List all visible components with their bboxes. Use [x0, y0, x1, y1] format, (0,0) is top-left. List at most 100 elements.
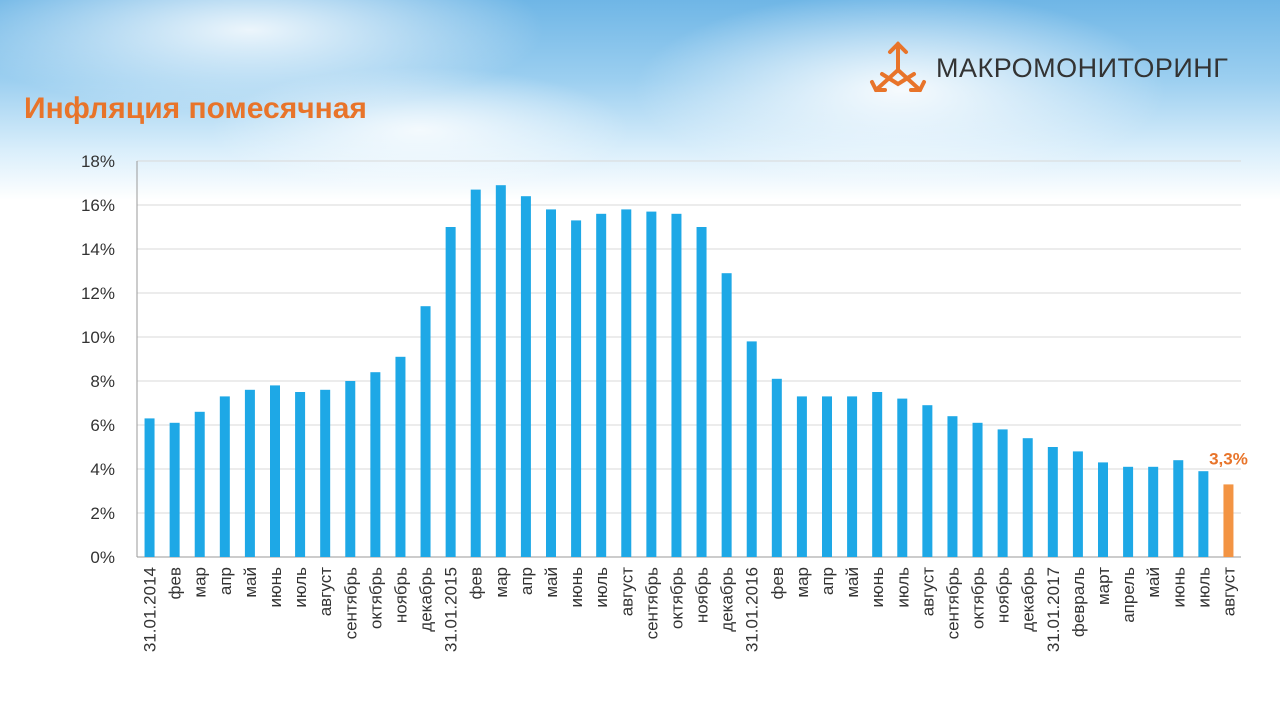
macromonitoring-logo-icon	[870, 41, 926, 92]
x-tick-label: июнь	[567, 567, 586, 608]
bars	[144, 185, 1234, 558]
bar	[345, 381, 356, 557]
x-tick-label: август	[617, 567, 636, 616]
bar	[445, 227, 456, 557]
x-tick-label: октябрь	[667, 567, 686, 629]
y-tick-label: 14%	[81, 240, 115, 259]
bar	[219, 396, 230, 557]
bar	[244, 389, 255, 557]
x-tick-label: май	[542, 567, 561, 598]
x-tick-label: мар	[191, 567, 210, 598]
bar	[621, 209, 632, 557]
x-tick-label: ноябрь	[994, 567, 1013, 623]
x-tick-label: июнь	[1169, 567, 1188, 608]
x-tick-label: апрель	[1119, 567, 1138, 623]
x-tick-label: фев	[467, 567, 486, 599]
x-tick-label: мар	[492, 567, 511, 598]
bar	[947, 416, 958, 557]
brand: МАКРОМОНИТОРИНГ	[868, 40, 1228, 96]
bar	[571, 220, 582, 557]
bar	[972, 422, 983, 557]
bar	[696, 227, 707, 557]
y-tick-label: 10%	[81, 328, 115, 347]
x-tick-label: март	[1094, 567, 1113, 605]
y-tick-label: 0%	[90, 548, 115, 567]
x-tick-label: сентябрь	[642, 567, 661, 640]
x-tick-label: август	[1219, 567, 1238, 616]
bar	[420, 306, 431, 557]
bar	[596, 213, 607, 558]
x-tick-label: декабрь	[718, 567, 737, 632]
bar	[470, 189, 481, 557]
bar	[1123, 466, 1134, 557]
x-tick-label: ноябрь	[391, 567, 410, 623]
x-tick-label: фев	[768, 567, 787, 599]
bar	[771, 378, 782, 557]
bar	[822, 396, 832, 557]
x-tick-label: июнь	[868, 567, 887, 608]
bar	[997, 429, 1008, 557]
x-axis-ticks: 31.01.2014 фев мар апр май июнь июль август сент…	[141, 567, 1239, 652]
data-labels: 3,3%	[1209, 449, 1248, 468]
x-tick-label: октябрь	[969, 567, 988, 629]
bar	[546, 209, 556, 557]
x-tick-label: июль	[291, 567, 310, 608]
x-tick-label: август	[918, 567, 937, 616]
y-tick-label: 2%	[90, 504, 115, 523]
bar	[270, 385, 280, 557]
bar	[520, 196, 531, 557]
x-tick-label: февраль	[1069, 567, 1088, 637]
bar	[194, 411, 205, 557]
x-tick-label: ноябрь	[693, 567, 712, 623]
y-axis-ticks: 0% 2% 4% 6% 8% 10% 12% 14% 16% 18%	[81, 152, 115, 567]
x-tick-label: май	[241, 567, 260, 598]
y-tick-label: 18%	[81, 152, 115, 171]
bar	[1072, 451, 1083, 557]
bar	[746, 341, 757, 557]
x-tick-label: 31.01.2014	[141, 567, 160, 652]
y-tick-label: 8%	[90, 372, 115, 391]
bar	[796, 396, 807, 557]
x-tick-label: апр	[216, 567, 235, 595]
x-tick-label: апр	[517, 567, 536, 595]
brand-name: МАКРОМОНИТОРИНГ	[936, 52, 1229, 83]
bar	[495, 185, 506, 557]
bar	[1022, 438, 1033, 557]
bar	[847, 396, 858, 557]
bar	[1173, 460, 1184, 557]
bar	[897, 398, 908, 557]
x-tick-label: июнь	[266, 567, 285, 608]
x-tick-label: 31.01.2017	[1044, 567, 1063, 652]
y-tick-label: 6%	[90, 416, 115, 435]
x-tick-label: октябрь	[366, 567, 385, 629]
x-tick-label: сентябрь	[943, 567, 962, 640]
x-tick-label: фев	[166, 567, 185, 599]
x-tick-label: декабрь	[417, 567, 436, 632]
bar	[671, 213, 682, 558]
page-title: Инфляция помесячная	[24, 92, 367, 125]
bar	[646, 211, 657, 557]
x-tick-label: май	[843, 567, 862, 598]
bar	[169, 422, 180, 557]
data-label: 3,3%	[1209, 449, 1248, 468]
x-tick-label: июль	[893, 567, 912, 608]
bar	[922, 405, 933, 557]
x-tick-label: декабрь	[1019, 567, 1038, 632]
bar	[1047, 447, 1058, 557]
bar	[370, 372, 381, 557]
bar	[1098, 462, 1108, 557]
bar	[395, 356, 406, 557]
bar	[1223, 484, 1234, 557]
x-tick-label: июль	[592, 567, 611, 608]
x-tick-label: апр	[818, 567, 837, 595]
bar	[1198, 471, 1209, 557]
bar	[872, 392, 883, 557]
x-tick-label: 31.01.2015	[442, 567, 461, 652]
x-tick-label: май	[1144, 567, 1163, 598]
bar	[320, 389, 331, 557]
y-tick-label: 4%	[90, 460, 115, 479]
bar	[295, 392, 306, 557]
bar	[721, 273, 732, 557]
x-tick-label: 31.01.2016	[743, 567, 762, 652]
